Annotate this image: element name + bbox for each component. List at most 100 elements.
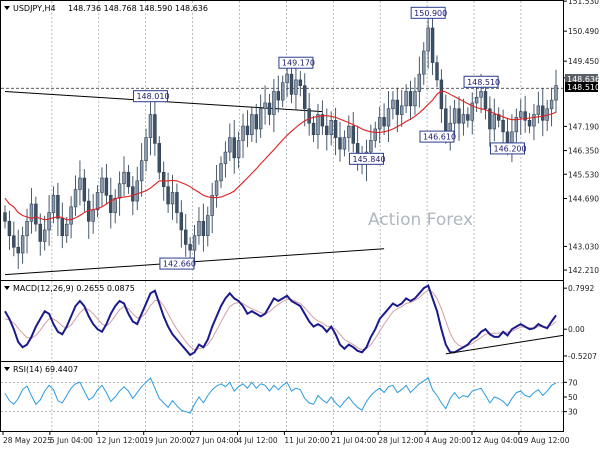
price-tick-label: 150.490 xyxy=(568,27,599,36)
candle-body xyxy=(122,171,126,185)
candle-body xyxy=(395,99,400,115)
candle-body xyxy=(541,105,545,121)
candle-body xyxy=(536,105,541,115)
rsi-tick-label: 70 xyxy=(568,378,578,387)
candle-body xyxy=(417,73,422,92)
candle-body xyxy=(38,223,42,242)
candle-body xyxy=(166,186,170,205)
menu-triangle-icon[interactable] xyxy=(4,6,10,10)
candle-body xyxy=(532,114,536,127)
watermark: Action Forex xyxy=(368,210,473,230)
candle-body xyxy=(549,99,554,110)
annotation-label: 150.900 xyxy=(414,9,447,18)
moving-average-layer xyxy=(4,90,557,221)
candle-body xyxy=(78,177,82,190)
candle-body xyxy=(488,108,492,130)
price-tick-label: 149.450 xyxy=(568,57,599,66)
time-tick-label: 12 Jun 12:00 xyxy=(97,436,145,445)
ohlc-readout: 148.736 148.768 148.590 148.636 xyxy=(68,4,208,13)
candle-body xyxy=(254,114,258,130)
candle-body xyxy=(210,195,214,216)
candle-body xyxy=(206,215,210,237)
time-tick-label: 4 Jul 12:00 xyxy=(238,436,278,445)
candle-body xyxy=(20,235,25,254)
candle-body xyxy=(325,125,329,136)
candle-body xyxy=(179,212,184,231)
candle-body xyxy=(201,220,206,237)
candle-body xyxy=(214,180,219,196)
candle-body xyxy=(474,96,479,104)
candle-body xyxy=(435,62,439,81)
candle-body xyxy=(175,192,179,213)
candle-body xyxy=(56,195,60,219)
candle-body xyxy=(479,91,483,98)
annotation-box xyxy=(463,75,499,88)
rsi-menu-triangle-icon[interactable] xyxy=(4,367,10,371)
time-tick-label: 4 Aug 20:00 xyxy=(425,436,471,445)
candle-body xyxy=(263,102,267,110)
rsi-tick-label: 50 xyxy=(568,393,578,402)
candle-body xyxy=(523,111,527,121)
candle-body xyxy=(426,27,430,52)
candle-body xyxy=(386,108,391,127)
candle-body xyxy=(60,218,65,237)
rsi-tick-label: 30 xyxy=(568,408,578,417)
candle-body xyxy=(338,137,342,150)
candle-body xyxy=(399,105,404,115)
candle-body xyxy=(34,203,38,225)
candle-body xyxy=(161,171,166,187)
candle-body xyxy=(470,102,474,121)
candle-body xyxy=(519,111,523,118)
time-tick-label: 19 Jun 20:00 xyxy=(144,436,192,445)
candle-body xyxy=(369,140,373,153)
annotation-label: 146.610 xyxy=(423,133,456,142)
candle-body xyxy=(377,117,382,130)
candle-body xyxy=(51,195,56,213)
candle-body xyxy=(95,192,100,211)
candle-body xyxy=(192,235,197,251)
candle-body xyxy=(153,114,157,144)
candle-body xyxy=(316,114,320,136)
annotation-layer: 148.010 142.660 149.170 145.840 150.900 146.6… xyxy=(132,6,527,270)
candle-body xyxy=(422,50,426,75)
candle-body xyxy=(307,108,311,124)
candle-body xyxy=(492,114,497,130)
price-tick-label: 143.030 xyxy=(568,242,599,251)
candle-body xyxy=(73,189,78,208)
annotation-box xyxy=(159,257,195,270)
annotation-box xyxy=(278,56,314,69)
candle-body xyxy=(514,117,519,133)
candle-body xyxy=(135,180,139,202)
candle-body xyxy=(64,223,69,237)
candle-body xyxy=(16,246,20,254)
macd-tick-label: 0.7992 xyxy=(568,284,594,293)
candle-body xyxy=(311,122,316,136)
candle-body xyxy=(7,220,12,237)
candle-body xyxy=(276,91,281,101)
macd-trendline xyxy=(445,334,564,355)
rsi-layer: 70 50 30 xyxy=(1,377,578,417)
candle-body xyxy=(439,79,444,110)
candle-body xyxy=(148,114,153,138)
candle-body xyxy=(457,108,461,124)
candle-body xyxy=(236,140,241,159)
candle-body xyxy=(82,177,87,202)
candle-body xyxy=(131,186,135,202)
candle-body xyxy=(223,151,228,164)
annotation-box xyxy=(348,152,384,165)
candle-body xyxy=(91,209,95,222)
candle-body xyxy=(329,120,333,136)
rsi-title: RSI(14) 69.4407 xyxy=(13,365,78,374)
annotation-label: 145.840 xyxy=(352,155,385,164)
candle-body xyxy=(267,102,272,115)
candle-body xyxy=(197,220,201,237)
price-tick-label: 145.530 xyxy=(568,170,599,179)
macd-menu-triangle-icon[interactable] xyxy=(4,286,10,290)
candle-body xyxy=(333,120,338,138)
candle-body xyxy=(501,120,505,133)
candle-body xyxy=(219,163,223,182)
time-tick-label: 27 Jun 04:00 xyxy=(191,436,239,445)
candle-body xyxy=(408,91,413,107)
price-tick-label: 142.210 xyxy=(568,266,599,275)
